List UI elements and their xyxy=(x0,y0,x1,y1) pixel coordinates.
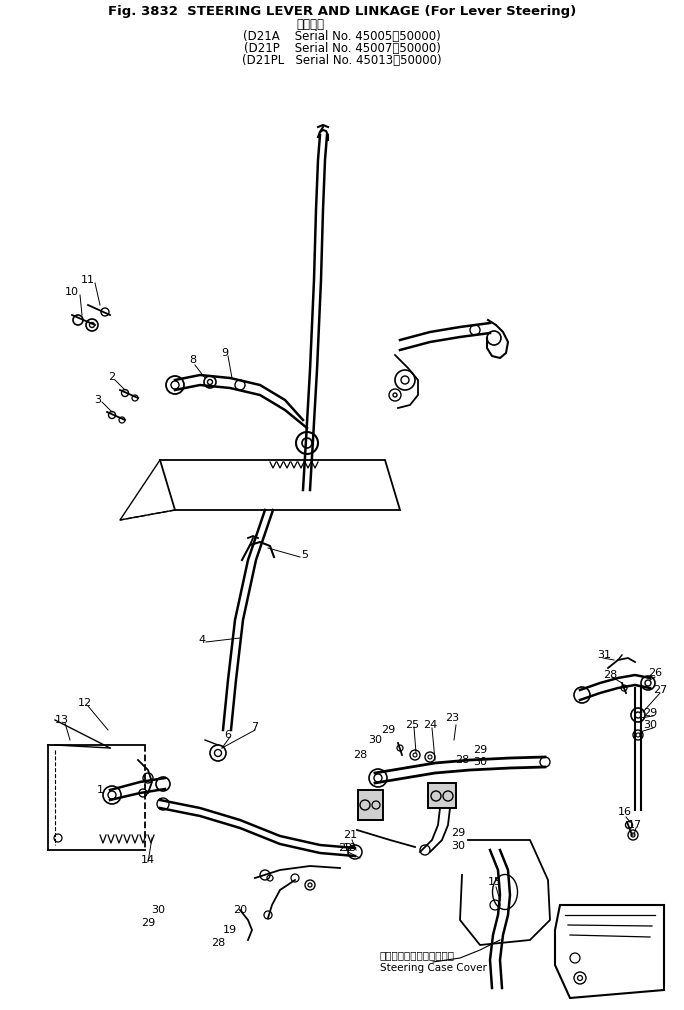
Text: Steering Case Cover: Steering Case Cover xyxy=(380,963,487,973)
Text: 18: 18 xyxy=(343,843,357,853)
Text: 28: 28 xyxy=(353,750,367,760)
Text: 19: 19 xyxy=(223,925,237,935)
Text: 適用号機: 適用号機 xyxy=(296,18,324,31)
Text: 22: 22 xyxy=(338,843,352,853)
Text: 29: 29 xyxy=(451,828,465,838)
Text: 4: 4 xyxy=(198,635,206,645)
Text: 11: 11 xyxy=(81,275,95,285)
Text: 13: 13 xyxy=(55,715,69,725)
Text: 30: 30 xyxy=(473,758,487,767)
Text: (D21P    Serial No. 45007～50000): (D21P Serial No. 45007～50000) xyxy=(244,42,440,55)
Text: 27: 27 xyxy=(653,685,667,695)
Text: 20: 20 xyxy=(233,905,247,915)
Text: 29: 29 xyxy=(141,918,155,928)
Text: 29: 29 xyxy=(381,725,395,735)
Text: 8: 8 xyxy=(189,355,196,365)
Text: 25: 25 xyxy=(405,720,419,730)
Text: 29: 29 xyxy=(473,745,487,755)
Text: 30: 30 xyxy=(643,720,657,730)
Text: Fig. 3832  STEERING LEVER AND LINKAGE (For Lever Steering): Fig. 3832 STEERING LEVER AND LINKAGE (Fo… xyxy=(108,5,576,18)
Text: 15: 15 xyxy=(488,877,502,887)
Text: 9: 9 xyxy=(222,348,228,358)
Text: 28: 28 xyxy=(211,938,225,948)
Text: 30: 30 xyxy=(368,735,382,745)
Text: 31: 31 xyxy=(597,650,611,660)
Text: 21: 21 xyxy=(343,830,357,840)
Text: 10: 10 xyxy=(65,287,79,297)
Text: (D21PL   Serial No. 45013～50000): (D21PL Serial No. 45013～50000) xyxy=(242,54,442,67)
Text: 16: 16 xyxy=(618,807,632,817)
Text: ステアリングケースカバー: ステアリングケースカバー xyxy=(380,950,455,960)
Text: 12: 12 xyxy=(78,698,92,708)
Text: 29: 29 xyxy=(643,708,657,718)
Text: 2: 2 xyxy=(109,372,116,382)
Text: 30: 30 xyxy=(151,905,165,915)
Text: 30: 30 xyxy=(451,841,465,851)
Text: 6: 6 xyxy=(224,730,231,740)
Text: 5: 5 xyxy=(302,550,308,560)
Polygon shape xyxy=(358,790,383,820)
Text: 17: 17 xyxy=(628,820,642,830)
Text: 3: 3 xyxy=(94,395,101,405)
Text: 14: 14 xyxy=(141,855,155,865)
Text: 26: 26 xyxy=(648,668,662,678)
Text: 23: 23 xyxy=(445,713,459,723)
Text: 24: 24 xyxy=(423,720,437,730)
Polygon shape xyxy=(428,783,456,808)
Text: 28: 28 xyxy=(455,755,469,765)
Text: 1: 1 xyxy=(96,785,103,795)
Text: 28: 28 xyxy=(603,670,617,680)
Text: 7: 7 xyxy=(252,722,259,732)
Text: (D21A    Serial No. 45005～50000): (D21A Serial No. 45005～50000) xyxy=(243,30,441,43)
